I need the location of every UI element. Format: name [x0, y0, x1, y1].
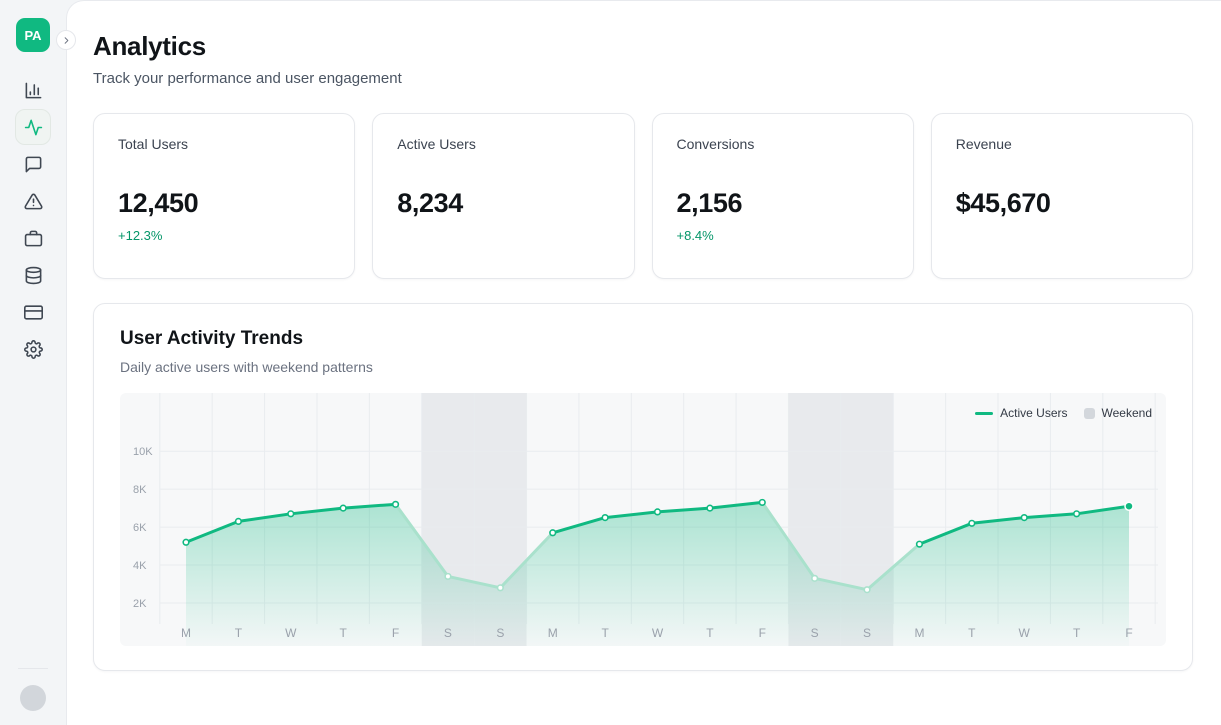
legend-weekend-label: Weekend: [1101, 406, 1152, 420]
svg-text:W: W: [285, 626, 297, 640]
sidebar-item-database[interactable]: [15, 257, 51, 293]
stat-label: Revenue: [955, 136, 1012, 152]
chevron-right-icon: [64, 36, 68, 44]
app-logo[interactable]: PA: [16, 18, 50, 52]
svg-text:T: T: [601, 626, 609, 640]
stat-change: [397, 228, 609, 243]
svg-text:2K: 2K: [133, 598, 147, 610]
stat-card-active-users: Active Users 8,234: [372, 113, 635, 279]
svg-text:T: T: [1073, 626, 1081, 640]
svg-text:4K: 4K: [133, 560, 147, 572]
stat-label: Total Users: [118, 136, 189, 152]
svg-text:S: S: [444, 626, 452, 640]
sidebar-item-alerts[interactable]: [15, 183, 51, 219]
sidebar-divider: [18, 668, 48, 669]
svg-text:T: T: [968, 626, 976, 640]
svg-text:T: T: [339, 626, 347, 640]
stat-change: +8.4%: [676, 228, 714, 243]
svg-text:6K: 6K: [133, 522, 147, 534]
stat-value: 12,450: [118, 188, 199, 218]
stat-label: Active Users: [397, 136, 476, 152]
message-square-icon: [25, 156, 41, 172]
sidebar-nav: [15, 72, 51, 367]
svg-text:M: M: [914, 626, 924, 640]
page-title: Analytics: [93, 31, 206, 61]
svg-text:M: M: [181, 626, 191, 640]
svg-text:10K: 10K: [133, 446, 153, 458]
chart-title: User Activity Trends: [120, 328, 304, 349]
stat-value: 8,234: [397, 188, 463, 218]
stat-label: Conversions: [676, 136, 755, 152]
chart-card: User Activity Trends Daily active users …: [93, 303, 1193, 671]
page-subtitle: Track your performance and user engageme…: [93, 70, 402, 87]
settings-gear-icon: [23, 339, 43, 359]
database-icon: [25, 266, 41, 284]
svg-text:F: F: [1125, 626, 1132, 640]
sidebar-item-activity[interactable]: [15, 109, 51, 145]
sidebar-item-analytics[interactable]: [15, 72, 51, 108]
bar-chart-icon: [25, 82, 41, 98]
svg-text:W: W: [1019, 626, 1031, 640]
stat-card-total-users: Total Users 12,450 +12.3%: [93, 113, 356, 279]
legend-active-users: Active Users: [975, 406, 1068, 420]
svg-text:F: F: [392, 626, 399, 640]
sidebar-item-settings[interactable]: [15, 331, 51, 367]
sidebar: PA: [0, 0, 76, 725]
svg-text:T: T: [235, 626, 243, 640]
stat-card-revenue: Revenue $45,670: [930, 113, 1193, 279]
stats-row: Total Users 12,450 +12.3% Active Users 8…: [93, 113, 1193, 279]
svg-text:F: F: [759, 626, 766, 640]
activity-chart-svg: 2K 4K 6K 8K 10K M T W T F S S M T W T F S S M T W T F: [133, 393, 1158, 646]
chart-legend: Active Users Weekend: [975, 406, 1152, 420]
user-avatar[interactable]: [20, 685, 46, 711]
stat-value: 2,156: [676, 188, 743, 218]
alert-triangle-icon: [23, 193, 43, 209]
svg-text:W: W: [652, 626, 664, 640]
sidebar-item-billing[interactable]: [15, 294, 51, 330]
svg-text:S: S: [496, 626, 504, 640]
svg-text:S: S: [863, 626, 871, 640]
svg-text:S: S: [811, 626, 819, 640]
sidebar-item-messages[interactable]: [15, 146, 51, 182]
svg-text:T: T: [706, 626, 714, 640]
activity-icon: [24, 119, 42, 135]
stat-change: [956, 228, 1168, 243]
weekend-swatch: [1083, 407, 1095, 419]
stat-card-conversions: Conversions 2,156 +8.4%: [651, 113, 914, 279]
svg-text:8K: 8K: [133, 484, 147, 496]
credit-card-icon: [23, 304, 43, 320]
stat-value: $45,670: [955, 188, 1051, 218]
chart-subtitle: Daily active users with weekend patterns: [120, 359, 373, 375]
sidebar-item-products[interactable]: [15, 220, 51, 256]
active-users-line-swatch: [975, 411, 994, 415]
legend-active-users-label: Active Users: [1000, 406, 1068, 420]
sidebar-expand-button[interactable]: [56, 30, 76, 50]
stat-change: +12.3%: [118, 228, 163, 243]
briefcase-icon: [24, 230, 42, 246]
svg-text:M: M: [548, 626, 558, 640]
activity-chart[interactable]: 2K 4K 6K 8K 10K M T W T F S S M T W T F S S M T W T F Active Us…: [120, 393, 1166, 646]
legend-weekend: Weekend: [1083, 406, 1152, 420]
main-panel: Analytics Track your performance and use…: [66, 0, 1221, 725]
